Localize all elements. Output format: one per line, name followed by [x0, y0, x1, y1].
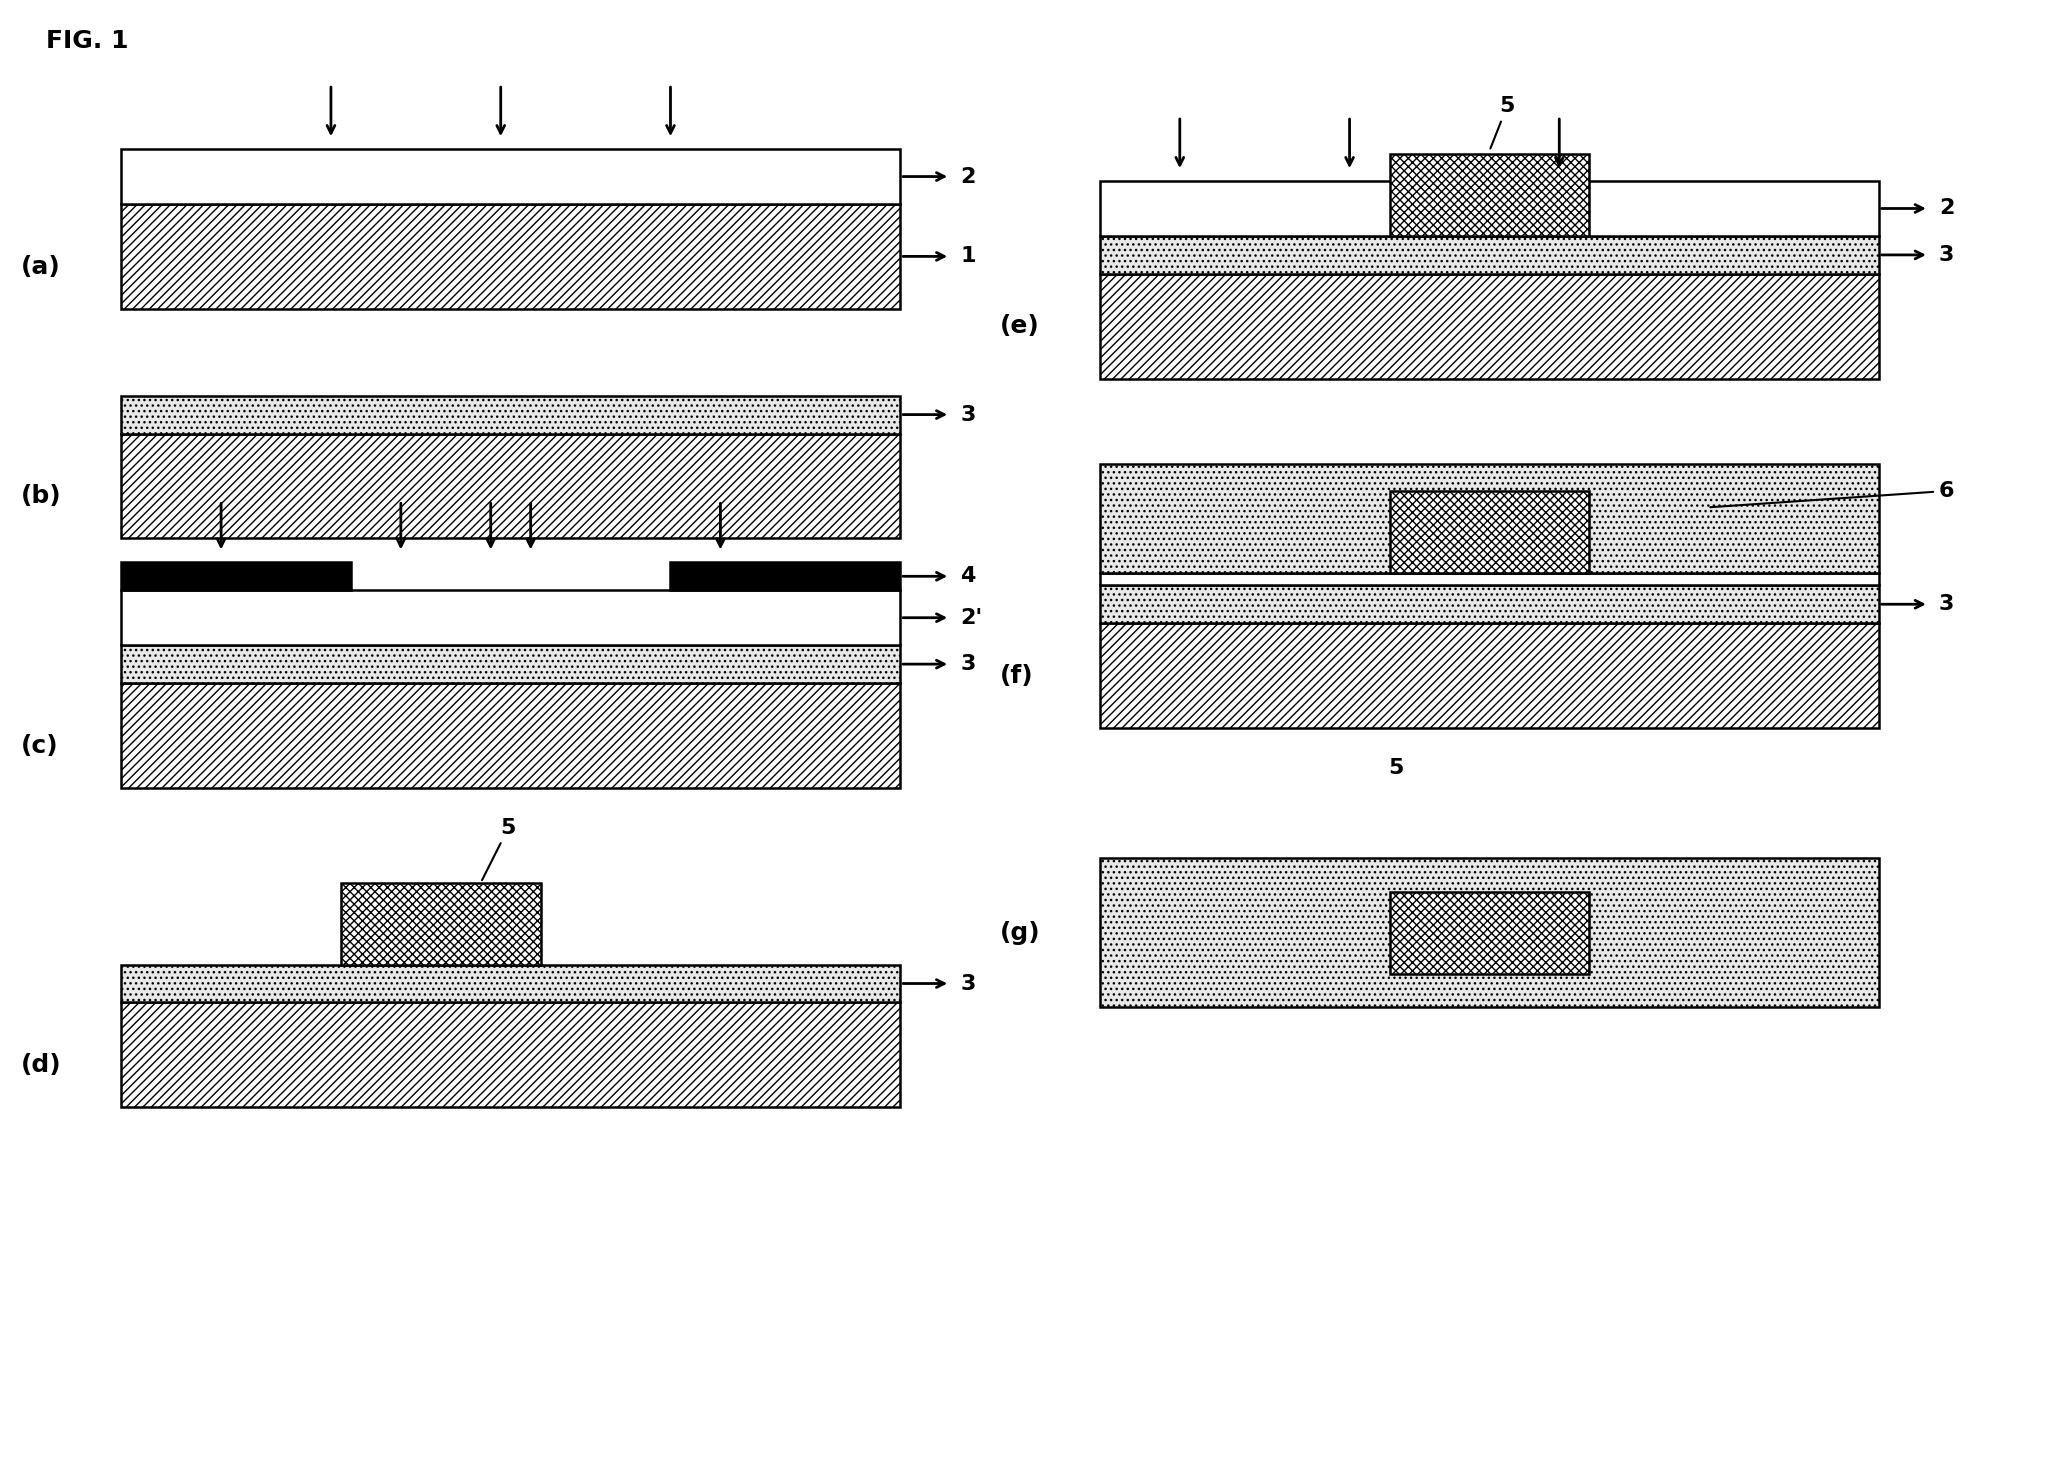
- Bar: [1100, 274, 1879, 379]
- Text: (f): (f): [999, 663, 1034, 688]
- Bar: [122, 204, 900, 309]
- Bar: [122, 433, 900, 538]
- Bar: [122, 684, 900, 787]
- Text: 3: 3: [960, 974, 976, 993]
- Bar: [122, 149, 900, 204]
- Bar: [1390, 491, 1588, 573]
- Text: (b): (b): [21, 484, 62, 509]
- Text: 3: 3: [960, 655, 976, 674]
- Bar: [1390, 892, 1588, 974]
- Bar: [670, 563, 900, 590]
- Text: 3: 3: [1938, 595, 1955, 614]
- Text: (e): (e): [999, 315, 1040, 338]
- Bar: [1100, 857, 1879, 1007]
- Bar: [122, 1003, 900, 1107]
- Text: 5: 5: [1489, 96, 1514, 149]
- Bar: [122, 644, 900, 684]
- Text: 3: 3: [1938, 245, 1955, 265]
- Text: 2': 2': [960, 608, 983, 628]
- Bar: [1100, 585, 1879, 623]
- Bar: [122, 395, 900, 433]
- Text: (a): (a): [21, 255, 62, 278]
- Bar: [122, 965, 900, 1003]
- Bar: [1100, 181, 1879, 236]
- Bar: [1100, 573, 1879, 585]
- Text: (c): (c): [21, 733, 60, 758]
- Bar: [1100, 236, 1879, 274]
- Text: FIG. 1: FIG. 1: [45, 29, 130, 54]
- Bar: [122, 563, 350, 590]
- Text: 5: 5: [482, 818, 517, 881]
- Text: 6: 6: [1710, 481, 1955, 507]
- Text: 5: 5: [1388, 758, 1403, 779]
- Text: 1: 1: [960, 246, 976, 267]
- Text: 2: 2: [960, 166, 976, 187]
- Bar: [1390, 155, 1588, 236]
- Bar: [1100, 623, 1879, 728]
- Text: 3: 3: [960, 405, 976, 424]
- Bar: [342, 882, 540, 965]
- Text: (g): (g): [999, 920, 1040, 945]
- Bar: [1100, 464, 1879, 573]
- Bar: [122, 590, 900, 644]
- Text: 4: 4: [960, 566, 976, 586]
- Text: 2: 2: [1938, 198, 1955, 219]
- Text: (d): (d): [21, 1053, 62, 1077]
